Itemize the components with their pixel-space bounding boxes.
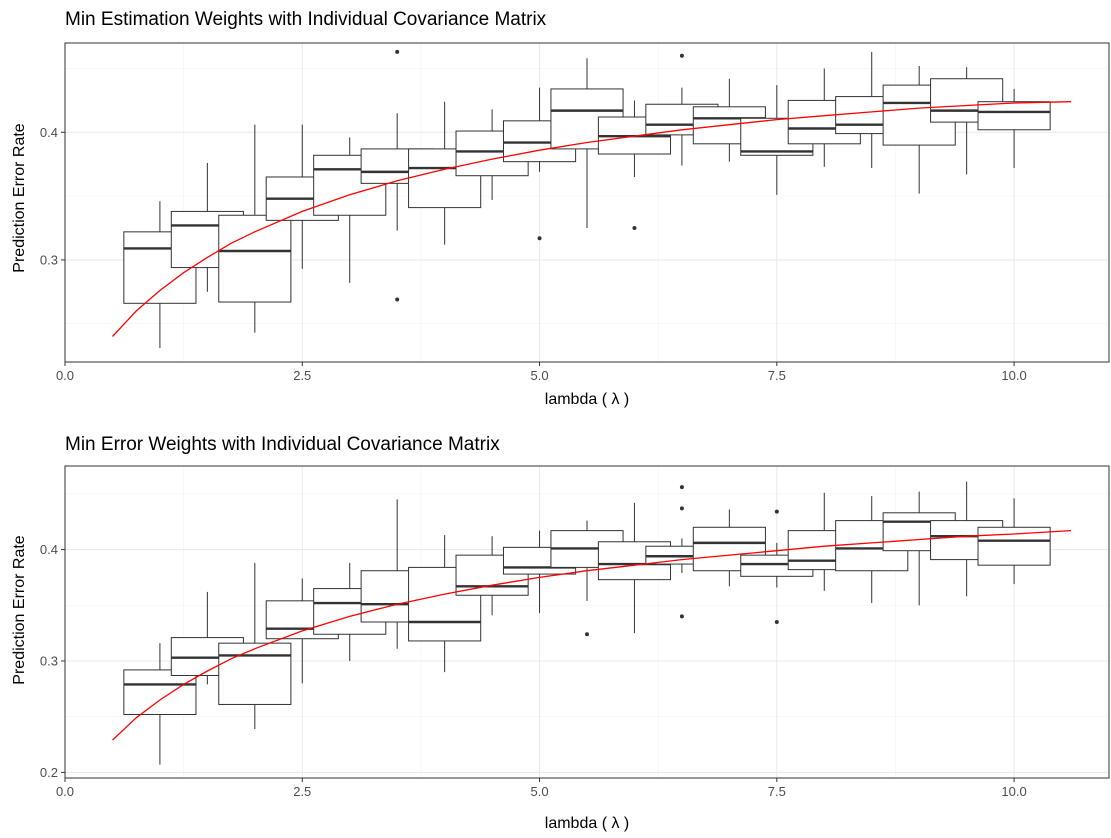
chart-2-x-tick-label: 2.5	[293, 784, 311, 799]
chart-2-trend-line	[112, 529, 1072, 741]
chart-1-x-tick-label: 0.0	[56, 368, 74, 383]
chart-2-boxes	[123, 481, 1051, 765]
chart-1-y-tick-label: 0.4	[40, 125, 58, 140]
chart-1-x-tick-label: 10.0	[1001, 368, 1026, 383]
chart-2-box-outlier	[774, 509, 779, 514]
chart-2-box-outlier	[585, 632, 589, 637]
chart-2-box-outlier	[774, 620, 779, 624]
chart-1-box-outlier	[632, 226, 637, 231]
chart-2-title: Min Error Weights with Individual Covari…	[65, 434, 500, 455]
chart-1-box	[977, 88, 1051, 169]
chart-2-x-tick-label: 10.0	[1001, 784, 1026, 799]
chart-2-box-iqr	[123, 669, 197, 715]
chart-1-box	[218, 124, 292, 333]
chart-1-x-axis-title: lambda ( λ )	[545, 391, 629, 408]
chart-1-trend-line	[112, 101, 1072, 337]
chart-2-box-outlier	[679, 485, 684, 490]
chart-2-box-outlier	[679, 614, 684, 619]
chart-1-x-tick-label: 2.5	[293, 368, 311, 383]
chart-2-ticks: 0.0 2.5 5.0 7.5 10.0 0.2 0.3 0.4	[40, 542, 1027, 799]
chart-1-box-iqr	[977, 101, 1051, 131]
chart-2: Min Error Weights with Individual Covari…	[11, 434, 1110, 832]
chart-2-y-tick-label: 0.4	[40, 542, 58, 557]
chart-1-box-outlier	[537, 236, 542, 241]
chart-2-x-tick-label: 5.0	[531, 784, 549, 799]
chart-1-title: Min Estimation Weights with Individual C…	[65, 9, 547, 30]
chart-2-box	[218, 562, 292, 729]
chart-1-trend	[112, 101, 1072, 337]
chart-2-y-tick-label: 0.3	[40, 654, 58, 669]
chart-1-box-outlier	[679, 53, 684, 58]
chart-1-panel-border	[64, 42, 1110, 363]
chart-2-y-tick-label: 0.2	[40, 765, 58, 780]
chart-1-box-outlier	[395, 297, 400, 302]
chart-2-trend	[112, 529, 1072, 741]
chart-1-y-axis-title: Prediction Error Rate	[11, 123, 28, 272]
chart-2-x-tick-label: 0.0	[56, 784, 74, 799]
chart-2-x-axis-title: lambda ( λ )	[545, 815, 629, 832]
chart-1-x-tick-label: 7.5	[768, 368, 786, 383]
chart-1-x-tick-label: 5.0	[531, 368, 549, 383]
chart-1-box-iqr	[218, 214, 292, 303]
chart-1-ticks: 0.0 2.5 5.0 7.5 10.0 0.3 0.4	[40, 125, 1027, 383]
chart-2-panel-border	[64, 465, 1110, 779]
chart-1-y-tick-label: 0.3	[40, 252, 58, 267]
chart-2-box-iqr	[218, 642, 292, 705]
chart-1-box-outlier	[395, 49, 400, 54]
chart-2-x-tick-label: 7.5	[768, 784, 786, 799]
chart-2-y-axis-title: Prediction Error Rate	[11, 535, 28, 684]
chart-1: Min Estimation Weights with Individual C…	[11, 9, 1110, 408]
chart-2-box-outlier	[679, 506, 684, 511]
